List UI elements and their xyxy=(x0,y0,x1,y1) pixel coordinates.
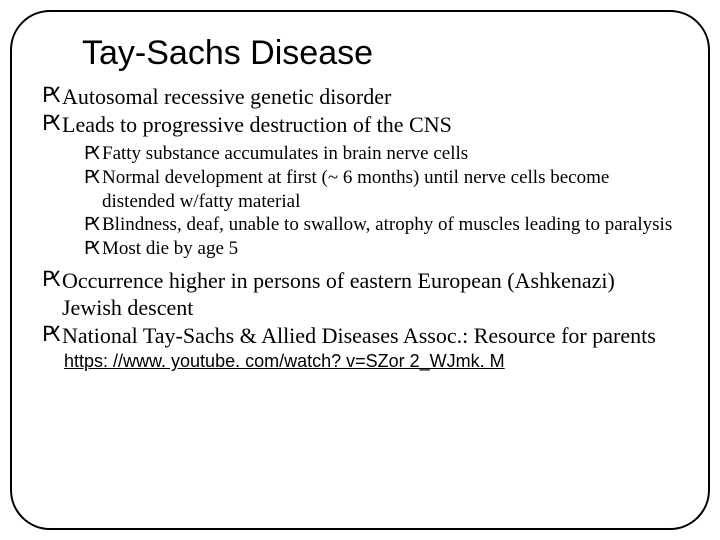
sub-bullet-text: Normal development at first (~ 6 months)… xyxy=(102,167,609,212)
slide-frame: Tay-Sachs Disease ԖAutosomal recessive g… xyxy=(10,10,710,530)
bullet-icon: Ԗ xyxy=(84,166,100,189)
sub-bullet-text: Most die by age 5 xyxy=(102,238,238,259)
bullet-icon: Ԗ xyxy=(42,267,58,293)
bullet-icon: Ԗ xyxy=(84,237,100,260)
video-link[interactable]: https: //www. youtube. com/watch? v=SZor… xyxy=(42,351,678,372)
bullet-text: Autosomal recessive genetic disorder xyxy=(62,84,391,109)
bullet-list-level2: ԖFatty substance accumulates in brain ne… xyxy=(62,142,678,261)
sub-bullet-text: Fatty substance accumulates in brain ner… xyxy=(102,143,468,164)
sub-bullet-item: ԖBlindness, deaf, unable to swallow, atr… xyxy=(62,213,678,237)
bullet-text: National Tay-Sachs & Allied Diseases Ass… xyxy=(62,323,656,348)
bullet-item: ԖOccurrence higher in persons of eastern… xyxy=(42,267,678,322)
bullet-item: ԖNational Tay-Sachs & Allied Diseases As… xyxy=(42,322,678,350)
bullet-list-level1: ԖAutosomal recessive genetic disorder ԖL… xyxy=(42,83,678,349)
sub-bullet-text: Blindness, deaf, unable to swallow, atro… xyxy=(102,214,672,235)
slide-title: Tay-Sachs Disease xyxy=(42,34,678,73)
bullet-icon: Ԗ xyxy=(42,83,58,109)
bullet-item: ԖLeads to progressive destruction of the… xyxy=(42,111,678,261)
bullet-text: Leads to progressive destruction of the … xyxy=(62,112,452,137)
bullet-icon: Ԗ xyxy=(84,142,100,165)
bullet-item: ԖAutosomal recessive genetic disorder xyxy=(42,83,678,111)
sub-bullet-item: ԖFatty substance accumulates in brain ne… xyxy=(62,142,678,166)
bullet-text: Occurrence higher in persons of eastern … xyxy=(62,268,615,321)
sub-bullet-item: ԖNormal development at first (~ 6 months… xyxy=(62,166,678,214)
bullet-icon: Ԗ xyxy=(84,213,100,236)
bullet-icon: Ԗ xyxy=(42,322,58,348)
bullet-icon: Ԗ xyxy=(42,111,58,137)
sub-bullet-item: ԖMost die by age 5 xyxy=(62,237,678,261)
